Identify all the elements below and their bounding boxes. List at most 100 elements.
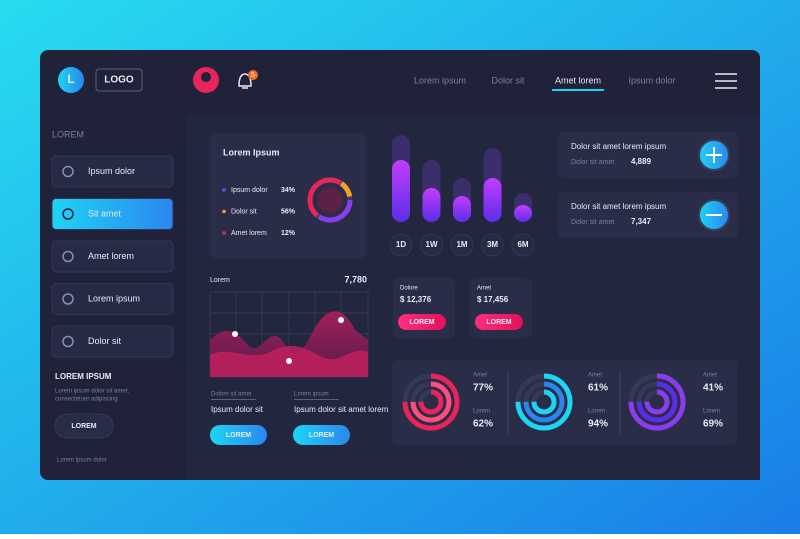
link-button-label: LOREM xyxy=(226,432,251,439)
ring-arc xyxy=(402,373,460,431)
menu-item-active[interactable] xyxy=(51,198,174,230)
bar-fill xyxy=(483,178,502,222)
ring-value: 61% xyxy=(588,383,608,394)
price-amount: $ 12,376 xyxy=(400,295,432,304)
legend-value: 34% xyxy=(281,187,296,194)
price-label: Dolore xyxy=(400,286,418,292)
menu-item[interactable] xyxy=(51,155,174,188)
menu-item[interactable] xyxy=(51,283,174,315)
divider xyxy=(507,370,621,435)
period-button[interactable] xyxy=(511,233,535,257)
stat-label: Dolor sit amet xyxy=(571,159,614,166)
logo-text: LOGO xyxy=(104,75,134,86)
button-icon xyxy=(706,147,722,163)
link-text: Ipsum dolor sit xyxy=(211,405,264,414)
ring-arc xyxy=(531,389,557,415)
legend-label: Dolor sit xyxy=(231,208,257,215)
stat-title: Dolor sit amet lorem ipsum xyxy=(571,142,666,151)
nav-item-active[interactable]: Amet lorem xyxy=(555,75,601,85)
price-button[interactable] xyxy=(398,314,446,330)
period-button[interactable] xyxy=(450,233,474,257)
period-label: 3M xyxy=(487,240,498,249)
ring-arc xyxy=(636,381,678,423)
period-label: 1W xyxy=(426,240,438,249)
ring-label: Amet xyxy=(703,373,717,379)
nav-item[interactable]: Ipsum dolor xyxy=(628,75,675,85)
legend-dot xyxy=(222,188,226,192)
card xyxy=(392,360,737,445)
period-label: 1M xyxy=(456,240,467,249)
donut-arc xyxy=(307,177,353,223)
menu-item[interactable] xyxy=(51,240,174,273)
link-button-label: LOREM xyxy=(309,432,334,439)
sidebar-title: LOREM xyxy=(52,129,84,139)
ring-value: 69% xyxy=(703,419,723,430)
period-button[interactable] xyxy=(420,233,443,257)
bell[interactable] xyxy=(238,73,252,89)
avatar-head xyxy=(201,72,211,82)
card xyxy=(558,192,738,238)
menu-icon[interactable] xyxy=(715,73,737,89)
price-button[interactable] xyxy=(475,314,523,330)
bar-fill xyxy=(422,188,441,222)
area-point xyxy=(286,358,292,364)
area-title: Lorem xyxy=(210,277,230,284)
promo-title: LOREM IPSUM xyxy=(55,372,112,381)
sidebar-footer: Lorem ipsum dolor xyxy=(57,458,107,464)
link-caption: Lorem ipsum xyxy=(294,392,329,398)
card xyxy=(210,133,366,258)
stat-value: 4,889 xyxy=(631,157,652,166)
ring-arc xyxy=(644,389,670,415)
ring-label: Lorem xyxy=(703,409,720,415)
ring-label: Amet xyxy=(588,373,602,379)
legend-label: Amet lorem xyxy=(231,230,267,237)
link-button[interactable] xyxy=(293,425,350,445)
area-point xyxy=(338,317,344,323)
badge-count: 5 xyxy=(251,72,255,79)
ring-arc xyxy=(628,373,686,431)
ring-arc xyxy=(515,373,573,431)
legend-label: Ipsum dolor xyxy=(231,187,268,194)
menu-icon xyxy=(62,293,74,305)
stat-label: Dolor sit amet xyxy=(571,219,614,226)
menu-item[interactable] xyxy=(51,325,174,358)
bar-fill xyxy=(514,205,532,222)
menu-label: Amet lorem xyxy=(88,251,134,261)
legend-dot xyxy=(222,209,226,214)
ring-value: 62% xyxy=(473,419,493,430)
stat-title: Dolor sit amet lorem ipsum xyxy=(571,202,666,211)
nav-item[interactable]: Dolor sit xyxy=(491,75,525,85)
period-label: 6M xyxy=(517,240,528,249)
stat-value: 7,347 xyxy=(631,217,652,226)
price-button-label: LOREM xyxy=(409,319,434,326)
price-button-label: LOREM xyxy=(486,319,511,326)
period-button[interactable] xyxy=(389,233,413,257)
logo-letter: L xyxy=(67,72,74,86)
menu-icon xyxy=(62,250,74,263)
logo-box[interactable] xyxy=(95,68,143,92)
ring-label: Amet xyxy=(473,373,487,379)
ring-value: 77% xyxy=(473,383,493,394)
promo-button[interactable] xyxy=(54,413,114,439)
card xyxy=(558,132,738,178)
ring-label: Lorem xyxy=(473,409,490,415)
ring-value: 94% xyxy=(588,419,608,430)
menu-icon xyxy=(62,208,74,220)
link-button[interactable] xyxy=(210,425,267,445)
area-point xyxy=(232,331,238,337)
promo-text: Lorem ipsum dolor sit amet, xyxy=(55,389,129,395)
legend-value: 12% xyxy=(281,230,296,237)
menu-label: Ipsum dolor xyxy=(88,166,135,176)
bar-fill xyxy=(453,196,471,222)
legend-value: 56% xyxy=(281,208,296,215)
bar-fill xyxy=(392,160,410,222)
period-button[interactable] xyxy=(481,233,504,257)
menu-label: Lorem ipsum xyxy=(88,293,140,303)
link-text: Ipsum dolor sit amet lorem xyxy=(294,405,389,414)
nav-item[interactable]: Lorem ipsum xyxy=(414,75,466,85)
card-title: Lorem Ipsum xyxy=(223,147,280,157)
menu-icon xyxy=(62,165,74,178)
nav-underline xyxy=(552,89,604,91)
area-total: 7,780 xyxy=(344,274,367,284)
